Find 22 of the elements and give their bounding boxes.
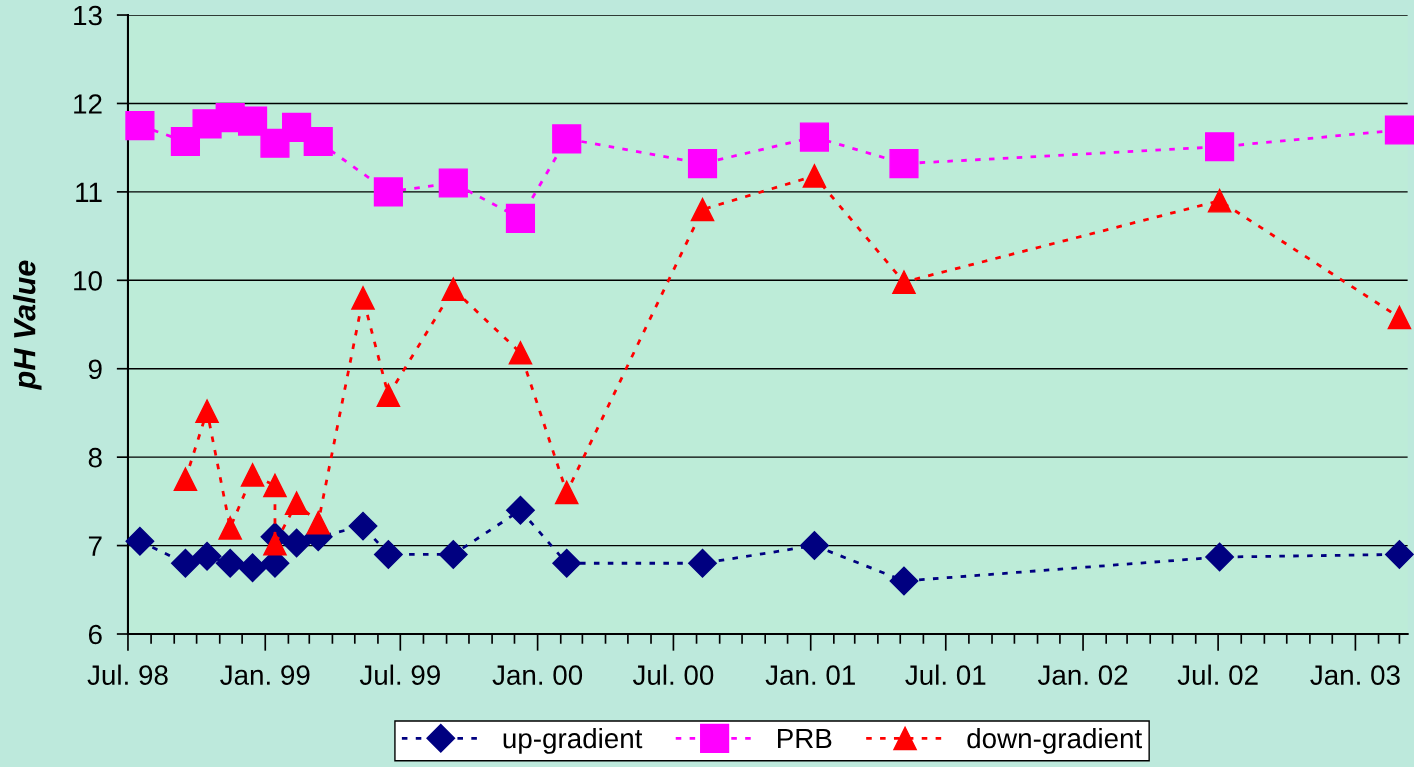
y-tick-label: 6 <box>88 624 102 645</box>
x-tick-label: Jan. 99 <box>220 665 310 685</box>
x-tick-label: Jul. 02 <box>1177 664 1258 685</box>
y-tick-label: 13 <box>74 5 102 26</box>
legend-label: down-gradient <box>967 727 1143 754</box>
x-tick-label: Jul. 00 <box>632 664 714 685</box>
x-tick-label: Jul. 99 <box>359 664 440 685</box>
x-tick-label: Jan. 02 <box>1037 665 1128 685</box>
x-tick-label: Jan. 03 <box>1310 665 1400 685</box>
x-tick-label: Jul. 98 <box>87 664 168 685</box>
y-tick-label: 7 <box>88 536 102 556</box>
y-tick-label: 9 <box>88 359 102 380</box>
legend-label: up-gradient <box>503 727 643 754</box>
x-tick-label: Jan. 00 <box>492 665 583 685</box>
x-tick-label: Jul. 01 <box>905 664 986 685</box>
y-tick-label: 11 <box>76 182 102 202</box>
x-tick-label: Jan. 01 <box>765 665 855 685</box>
y-tick-label: 8 <box>88 447 102 468</box>
y-tick-label: 10 <box>74 270 102 291</box>
y-axis-title: pH Value <box>13 260 42 390</box>
legend-label: PRB <box>778 728 832 749</box>
y-tick-label: 12 <box>74 94 102 114</box>
